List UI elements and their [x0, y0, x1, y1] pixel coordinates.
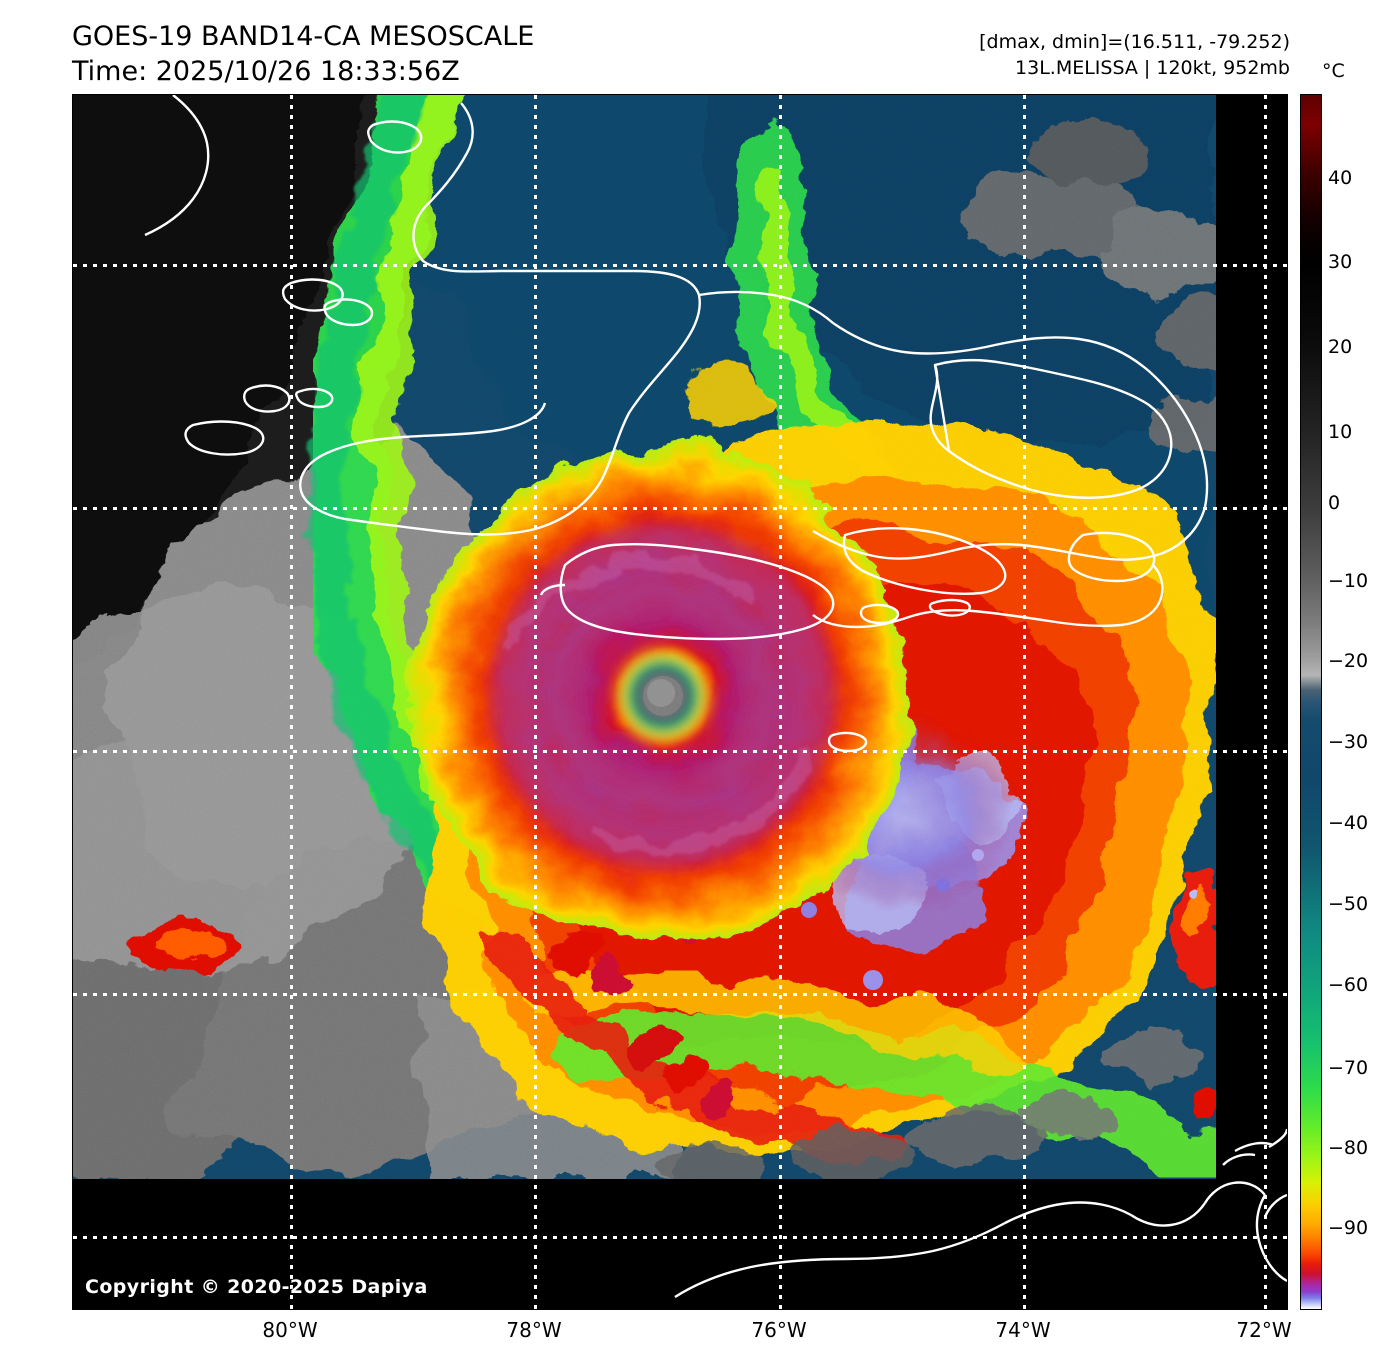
gridline-lat-16 — [73, 750, 1287, 753]
gridline-lat-20 — [73, 264, 1287, 267]
colorbar-tick: −80 — [1328, 1137, 1369, 1159]
colorbar-tick: −40 — [1328, 812, 1369, 834]
satellite-image-panel[interactable]: Copyright © 2020-2025 Dapiya — [72, 94, 1288, 1310]
colorbar-tick: −30 — [1328, 731, 1369, 753]
colorbar-tick: 10 — [1328, 421, 1353, 443]
ir-satellite-raster — [73, 95, 1287, 1309]
lon-tick-label: 76°W — [751, 1318, 807, 1342]
colorbar-tick: −50 — [1328, 893, 1369, 915]
timestamp: Time: 2025/10/26 18:33:56Z — [72, 55, 460, 87]
gridline-lon-74 — [1023, 95, 1026, 1309]
colorbar-tick: 20 — [1328, 336, 1353, 358]
lon-tick-label: 74°W — [995, 1318, 1051, 1342]
gridline-lon-72 — [1264, 95, 1267, 1309]
colorbar-tick: −70 — [1328, 1057, 1369, 1079]
colorbar-tick: −20 — [1328, 650, 1369, 672]
colorbar-tick: −90 — [1328, 1217, 1369, 1239]
colorbar-tick: 0 — [1328, 492, 1341, 514]
colorbar-tick: 30 — [1328, 251, 1353, 273]
metadata-block: [dmax, dmin]=(16.511, -79.252) 13L.MELIS… — [979, 30, 1290, 81]
gridline-lon-78 — [534, 95, 537, 1309]
copyright-notice: Copyright © 2020-2025 Dapiya — [85, 1276, 428, 1298]
gridline-lon-76 — [779, 95, 782, 1309]
product-title: GOES-19 BAND14-CA MESOSCALE — [72, 21, 535, 52]
storm-info: 13L.MELISSA | 120kt, 952mb — [1015, 56, 1290, 79]
lon-tick-label: 78°W — [506, 1318, 562, 1342]
colorbar-tick: 40 — [1328, 167, 1353, 189]
lon-tick-label: 80°W — [262, 1318, 318, 1342]
dmax-dmin-readout: [dmax, dmin]=(16.511, -79.252) — [979, 31, 1290, 53]
page-title: GOES-19 BAND14-CA MESOSCALE Time: 2025/1… — [72, 20, 534, 89]
colorbar-tick: −10 — [1328, 570, 1369, 592]
temperature-colorbar[interactable] — [1300, 94, 1322, 1310]
gridline-lat-12 — [73, 1236, 1287, 1239]
gridline-lat-18 — [73, 507, 1287, 510]
gridline-lon-80 — [290, 95, 293, 1309]
colorbar-tick: −60 — [1328, 974, 1369, 996]
lon-tick-label: 72°W — [1236, 1318, 1292, 1342]
colorbar-unit-label: °C — [1322, 60, 1345, 82]
gridline-lat-14 — [73, 993, 1287, 996]
